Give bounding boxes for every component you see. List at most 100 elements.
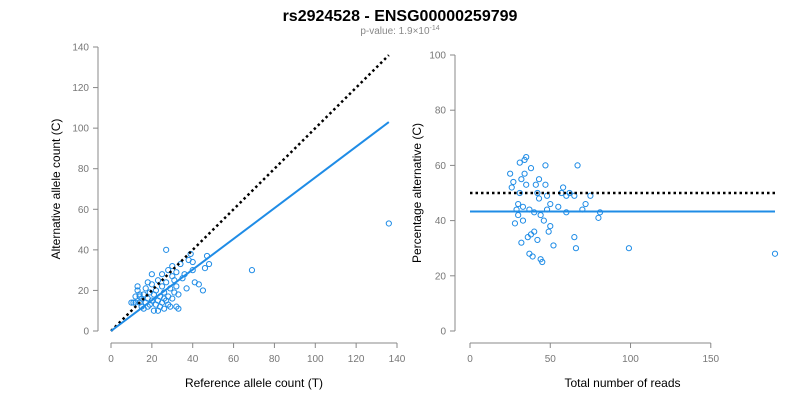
fit-line [110,121,390,332]
data-point [516,189,523,197]
y-tick-label: 20 [435,271,447,282]
data-point [136,291,143,298]
y-tick-label: 60 [435,161,447,172]
y-tick-label: 100 [72,124,89,135]
x-tick-label: 50 [545,354,557,365]
data-point [555,203,562,210]
data-point [571,192,578,199]
data-point [175,305,182,312]
y-tick-label: 0 [83,327,89,338]
data-point [545,228,552,235]
x-tick-label: 0 [467,354,473,365]
data-point [165,267,172,274]
data-point [161,295,168,302]
data-point [128,299,135,306]
y-tick-label: 20 [78,286,90,297]
data-point [532,181,539,188]
data-point [521,170,528,177]
data-point [158,283,166,290]
data-point [144,279,151,286]
y-tick-label: 40 [78,245,90,256]
data-point [165,301,172,308]
chart-subtitle: p-value: 1.9×10-14 [360,25,439,37]
data-point [547,200,554,208]
x-tick-label: 60 [228,354,240,365]
data-point [540,217,547,224]
data-point [169,262,176,270]
y-tick-label: 80 [78,164,90,175]
data-point [625,245,633,252]
data-point [154,277,162,284]
y-tick-label: 100 [429,51,446,62]
y-tick-label: 0 [440,327,446,338]
data-point [161,305,168,312]
data-point [587,192,594,199]
y-tick-label: 80 [435,106,447,117]
y-tick-label: 120 [72,83,89,94]
data-point [516,159,523,166]
x-tick-label: 0 [108,354,114,365]
x-axis-title: Reference allele count (T) [185,376,323,390]
data-point [511,220,519,227]
data-point [134,283,141,290]
x-tick-label: 20 [146,354,158,365]
data-point [574,162,581,169]
data-point [523,181,530,188]
data-point [523,154,530,161]
data-point [566,189,573,197]
data-point [515,211,522,219]
data-point [508,184,515,191]
data-point [771,250,779,257]
data-point [199,287,207,294]
x-tick-label: 150 [702,354,719,365]
data-point [163,246,170,253]
data-point [205,260,213,268]
data-point [519,217,527,224]
data-point [385,220,392,227]
data-point [547,223,554,230]
x-tick-label: 120 [348,354,365,365]
y-axis-title: Percentage alternative (C) [410,123,424,263]
x-tick-label: 80 [269,354,281,365]
data-point [189,258,196,266]
allele-count-panel: 0 20 40 60 80 100 120 140 0 20 40 60 80 100 120 140 Refe… [49,43,406,391]
data-point [201,265,209,272]
x-tick-label: 100 [307,354,324,365]
data-point [571,234,578,241]
data-point [515,200,522,208]
data-point [169,295,176,302]
percentage-panel: 0 50 100 150 0 20 40 60 80 100 Total number of rea… [410,51,779,390]
data-point [531,228,538,235]
data-point [582,200,589,208]
data-point [542,181,549,188]
data-point [158,271,166,278]
p-value-text: p-value: 1.9×10 [360,26,430,37]
data-point [595,214,602,221]
data-point [173,283,180,290]
data-point [572,245,580,252]
data-point [519,203,527,210]
data-point [173,269,180,276]
data-point [148,271,155,278]
data-point [150,307,157,314]
data-point [130,299,137,306]
chart-title: rs2924528 - ENSG00000259799 [283,8,518,25]
y-tick-label: 140 [72,43,89,54]
reference-line [110,54,390,332]
data-point [154,307,162,314]
data-point [173,303,180,310]
x-tick-label: 140 [389,354,406,365]
data-point [550,242,557,249]
data-point [560,184,567,191]
data-point [175,291,182,298]
data-point [187,250,194,258]
data-point [507,170,514,177]
data-point [534,189,541,197]
x-tick-label: 100 [622,354,639,365]
data-point [189,267,196,274]
data-point [527,165,535,172]
data-point [539,258,546,266]
x-axis-title: Total number of reads [564,376,680,390]
data-point [167,303,174,310]
data-point [148,297,155,304]
